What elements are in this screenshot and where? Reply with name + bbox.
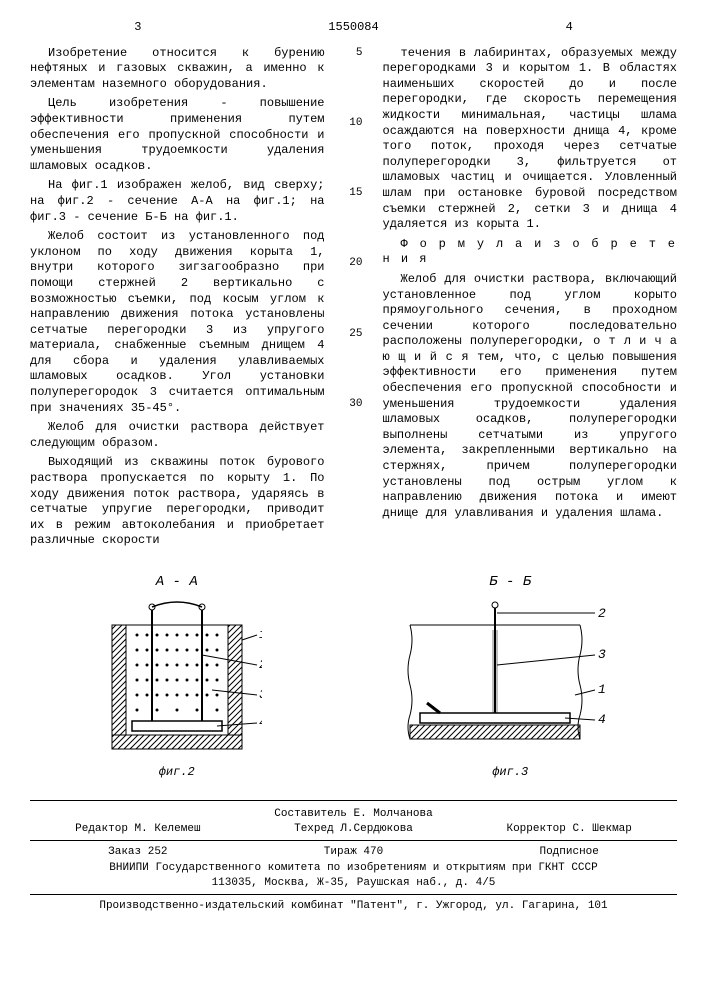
line-numbers: 5 10 15 20 25 30 (345, 46, 363, 553)
para: Выходящий из скважины поток бурового рас… (30, 455, 325, 549)
header-row: 3 1550084 4 (30, 20, 677, 36)
page-right: 4 (461, 20, 677, 36)
svg-text:1: 1 (259, 627, 262, 642)
para: Желоб состоит из установленного под укло… (30, 229, 325, 416)
figure-3: Б - Б 2 (405, 573, 615, 780)
fig3-svg: 2 3 1 4 (405, 595, 615, 755)
formula-title: Ф о р м у л а и з о б р е т е н и я (383, 237, 678, 268)
patent-number: 1550084 (246, 20, 462, 36)
fig2-caption: фиг.2 (92, 765, 262, 781)
fig3-caption: фиг.3 (405, 765, 615, 781)
svg-text:3: 3 (598, 647, 606, 662)
left-column: Изобретение относится к бурению нефтяных… (30, 46, 325, 553)
para: На фиг.1 изображен желоб, вид сверху; на… (30, 178, 325, 225)
para: Изобретение относится к бурению нефтяных… (30, 46, 325, 93)
para: Желоб для очистки раствора действует сле… (30, 420, 325, 451)
para: Цель изобретения - повышение эффективнос… (30, 96, 325, 174)
svg-text:4: 4 (259, 715, 262, 730)
fig2-svg: 1 2 3 4 (92, 595, 262, 755)
text-columns: Изобретение относится к бурению нефтяных… (30, 46, 677, 553)
tirazh: Тираж 470 (246, 845, 462, 859)
meta-block: Составитель Е. Молчанова Редактор М. Кел… (30, 800, 677, 913)
podpisnoe: Подписное (461, 845, 677, 859)
figures-row: А - А (30, 573, 677, 780)
redaktor: Редактор М. Келемеш (30, 822, 246, 836)
svg-text:3: 3 (259, 687, 262, 702)
addr: 113035, Москва, Ж-35, Раушская наб., д. … (30, 876, 677, 890)
sostavitel: Составитель Е. Молчанова (30, 807, 677, 821)
right-column: течения в лабиринтах, образуемых между п… (383, 46, 678, 553)
tehred: Техред Л.Сердюкова (246, 822, 462, 836)
svg-text:1: 1 (598, 682, 606, 697)
page-left: 3 (30, 20, 246, 36)
org: ВНИИПИ Государственного комитета по изоб… (30, 861, 677, 875)
korrektor: Корректор С. Шекмар (461, 822, 677, 836)
para: течения в лабиринтах, образуемых между п… (383, 46, 678, 233)
zakaz: Заказ 252 (30, 845, 246, 859)
svg-text:2: 2 (259, 657, 262, 672)
svg-text:4: 4 (598, 712, 606, 727)
figure-2: А - А (92, 573, 262, 780)
svg-text:2: 2 (598, 606, 606, 621)
para: Желоб для очистки раствора, включающий у… (383, 272, 678, 522)
fig3-section-label: Б - Б (405, 573, 615, 591)
fig2-section-label: А - А (92, 573, 262, 591)
printer: Производственно-издательский комбинат "П… (30, 899, 677, 913)
